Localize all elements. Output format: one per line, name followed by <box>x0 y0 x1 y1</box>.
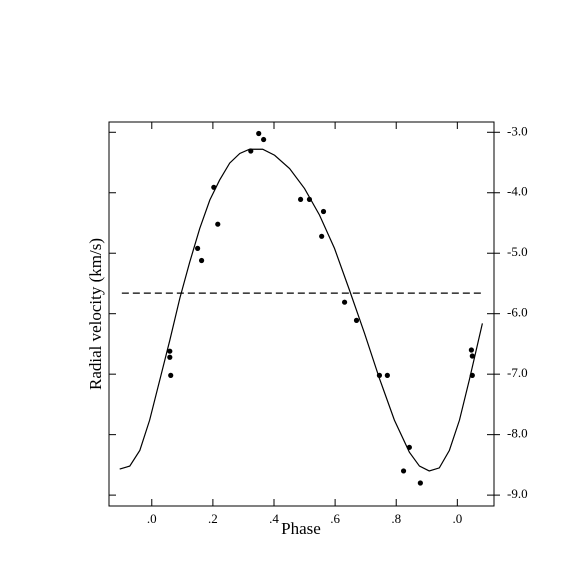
data-point <box>256 130 262 137</box>
data-point <box>468 347 474 353</box>
data-point <box>319 233 325 239</box>
data-point <box>198 257 205 264</box>
y-axis-label: Radial velocity (km/s) <box>86 238 105 390</box>
data-point <box>384 372 390 378</box>
fit-curve <box>119 148 483 472</box>
data-point <box>417 480 423 486</box>
data-point <box>261 136 267 143</box>
x-axis-label: Phase <box>281 519 321 538</box>
y-tick-label: -6.0 <box>507 305 528 320</box>
x-tick-label: .0 <box>147 511 157 526</box>
y-tick-label: -8.0 <box>507 426 528 441</box>
plot-frame <box>108 121 495 507</box>
x-tick-label: .4 <box>269 511 279 526</box>
data-point <box>195 245 201 251</box>
x-tick-label: .2 <box>208 511 218 526</box>
data-point <box>469 353 475 359</box>
data-point <box>353 317 360 323</box>
y-tick-label: -9.0 <box>507 486 528 501</box>
data-point <box>167 348 173 354</box>
data-point <box>168 372 174 378</box>
x-tick-label: .8 <box>391 511 401 526</box>
x-tick-label: .6 <box>330 511 340 526</box>
y-tick-label: -3.0 <box>507 123 528 138</box>
y-tick-label: -4.0 <box>507 184 528 199</box>
data-point <box>297 196 304 203</box>
y-tick-label: -5.0 <box>507 244 528 259</box>
data-point <box>400 468 407 474</box>
y-tick-label: -7.0 <box>507 365 528 380</box>
data-point <box>215 221 221 227</box>
data-point <box>341 299 348 305</box>
x-tick-label: .0 <box>452 511 462 526</box>
data-point <box>320 208 327 215</box>
data-point <box>167 354 173 360</box>
